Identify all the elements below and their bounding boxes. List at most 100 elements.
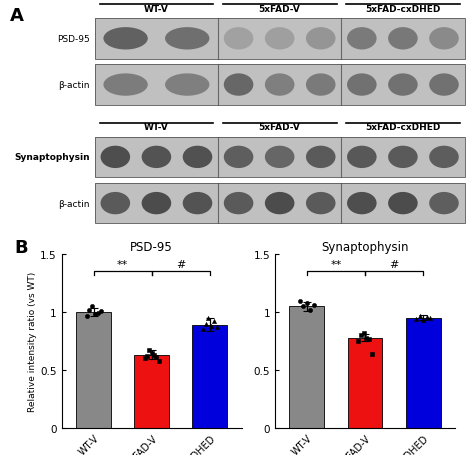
Bar: [95, 19, 465, 60]
Text: Synaptophysin: Synaptophysin: [14, 153, 90, 162]
Text: #: #: [389, 260, 399, 270]
Point: [357, 332, 365, 339]
Point: [368, 350, 376, 358]
Ellipse shape: [100, 147, 130, 169]
Ellipse shape: [224, 28, 254, 51]
Point: [296, 297, 304, 304]
Ellipse shape: [388, 74, 418, 96]
Text: 5xFAD-V: 5xFAD-V: [259, 5, 301, 14]
Ellipse shape: [165, 74, 210, 96]
Bar: [95, 137, 465, 178]
Text: B: B: [14, 239, 28, 257]
Point: [423, 313, 430, 321]
Point: [88, 303, 96, 310]
Text: 5xFAD-cxDHED: 5xFAD-cxDHED: [365, 123, 441, 132]
Point: [199, 326, 207, 334]
Text: **: **: [117, 260, 128, 270]
Point: [426, 314, 434, 322]
Text: 5xFAD-V: 5xFAD-V: [259, 123, 301, 132]
Text: 5xFAD-cxDHED: 5xFAD-cxDHED: [365, 5, 441, 14]
Text: A: A: [9, 7, 23, 25]
Ellipse shape: [347, 147, 377, 169]
Ellipse shape: [306, 28, 336, 51]
Ellipse shape: [224, 74, 254, 96]
Bar: [95, 183, 465, 224]
Bar: [95, 183, 465, 224]
Ellipse shape: [429, 147, 459, 169]
Point: [141, 355, 148, 362]
Ellipse shape: [182, 147, 212, 169]
Ellipse shape: [347, 28, 377, 51]
Point: [86, 307, 93, 314]
Ellipse shape: [182, 192, 212, 215]
Bar: [406, 318, 440, 428]
Bar: [76, 313, 111, 428]
Ellipse shape: [224, 147, 254, 169]
Point: [213, 324, 220, 331]
Point: [148, 349, 155, 356]
Ellipse shape: [100, 192, 130, 215]
Ellipse shape: [265, 192, 294, 215]
Ellipse shape: [306, 192, 336, 215]
Bar: [290, 307, 324, 428]
Point: [303, 299, 310, 307]
Text: β-actin: β-actin: [59, 199, 90, 208]
Bar: [347, 338, 383, 428]
Ellipse shape: [165, 28, 210, 51]
Ellipse shape: [142, 192, 171, 215]
Ellipse shape: [388, 28, 418, 51]
Ellipse shape: [265, 28, 294, 51]
Point: [412, 316, 420, 323]
Bar: [95, 65, 465, 106]
Point: [307, 307, 314, 314]
Point: [365, 335, 373, 343]
Y-axis label: Relative intensity ratio (vs WT): Relative intensity ratio (vs WT): [28, 271, 37, 411]
Ellipse shape: [265, 147, 294, 169]
Ellipse shape: [388, 192, 418, 215]
Ellipse shape: [224, 192, 254, 215]
Point: [83, 312, 91, 319]
Point: [150, 351, 158, 359]
Point: [202, 320, 210, 328]
Point: [205, 314, 212, 322]
Title: PSD-95: PSD-95: [130, 241, 173, 253]
Point: [146, 347, 153, 354]
Point: [155, 357, 163, 364]
Bar: [134, 355, 169, 428]
Bar: [95, 19, 465, 60]
Point: [363, 334, 370, 341]
Text: WT-V: WT-V: [144, 123, 169, 132]
Point: [360, 329, 367, 337]
Point: [97, 308, 104, 315]
Ellipse shape: [429, 74, 459, 96]
Ellipse shape: [142, 147, 171, 169]
Bar: [95, 137, 465, 178]
Ellipse shape: [265, 74, 294, 96]
Point: [91, 311, 99, 318]
Bar: [192, 325, 227, 428]
Point: [153, 354, 160, 361]
Ellipse shape: [347, 192, 377, 215]
Text: #: #: [176, 260, 185, 270]
Text: **: **: [330, 260, 342, 270]
Point: [354, 338, 362, 345]
Ellipse shape: [306, 74, 336, 96]
Ellipse shape: [347, 74, 377, 96]
Ellipse shape: [103, 74, 148, 96]
Point: [416, 312, 423, 319]
Ellipse shape: [429, 28, 459, 51]
Text: β-actin: β-actin: [59, 81, 90, 90]
Ellipse shape: [388, 147, 418, 169]
Point: [143, 353, 151, 360]
Point: [210, 318, 218, 325]
Point: [419, 317, 427, 324]
Point: [208, 323, 215, 330]
Ellipse shape: [306, 147, 336, 169]
Point: [94, 310, 101, 317]
Ellipse shape: [103, 28, 148, 51]
Text: PSD-95: PSD-95: [57, 35, 90, 44]
Text: WT-V: WT-V: [144, 5, 169, 14]
Point: [310, 302, 318, 309]
Bar: [95, 65, 465, 106]
Point: [300, 303, 307, 310]
